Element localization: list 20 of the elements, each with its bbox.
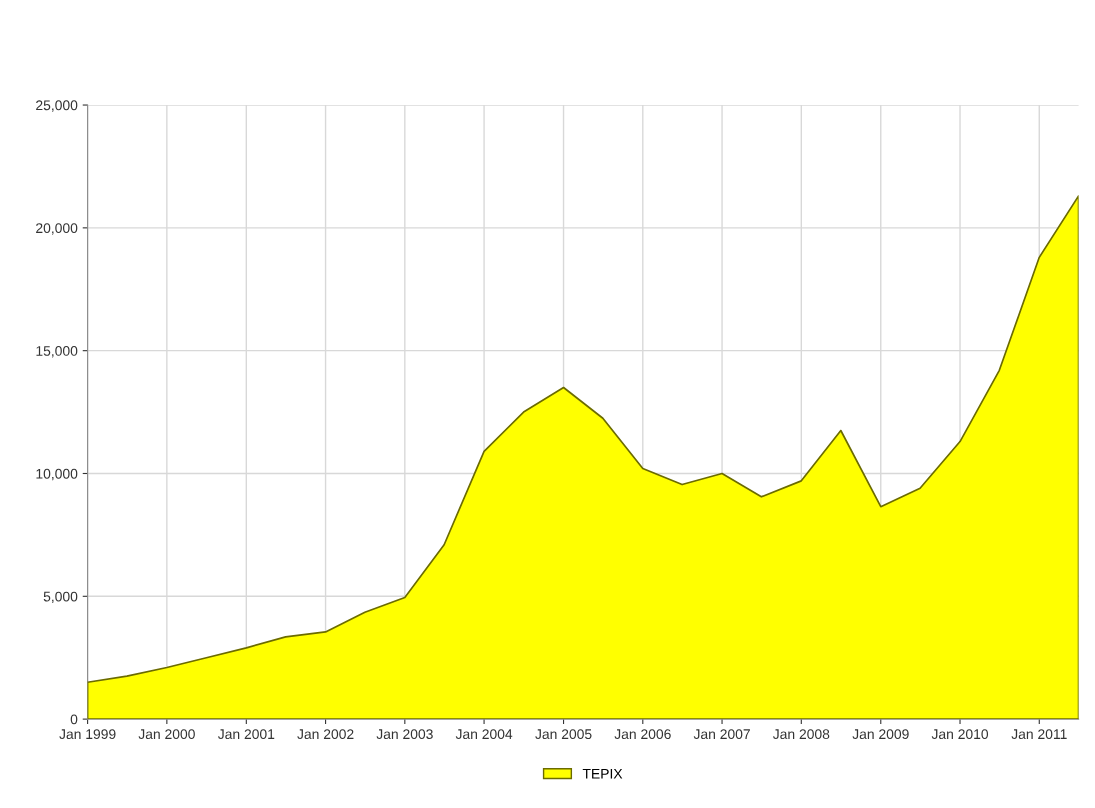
x-tick-label: Jan 2009 <box>852 729 909 740</box>
x-tick-label: Jan 2002 <box>297 729 354 740</box>
x-tick-label: Jan 1999 <box>59 729 116 740</box>
y-tick-label: 15,000 <box>36 346 78 358</box>
x-tick-label: Jan 2007 <box>693 729 750 740</box>
y-tick-label: 10,000 <box>36 468 78 481</box>
x-tick-label: Jan 2004 <box>455 729 513 740</box>
x-tick-label: Jan 2006 <box>614 729 671 740</box>
x-tick-label: Jan 2011 <box>1011 729 1067 740</box>
y-tick-label: 20,000 <box>36 223 78 235</box>
y-tick-label: 5,000 <box>43 591 78 604</box>
y-tick-label: 0 <box>70 714 78 725</box>
x-tick-label: Jan 2010 <box>931 729 989 740</box>
x-tick-label: Jan 2008 <box>772 729 830 740</box>
y-tick-label: 25,000 <box>36 100 78 112</box>
legend-label: TEPIX <box>582 768 623 779</box>
x-tick-label: Jan 2000 <box>138 729 195 740</box>
x-tick-label: Jan 2001 <box>217 729 275 740</box>
x-tick-label: Jan 2005 <box>535 729 592 740</box>
x-tick-label: Jan 2003 <box>376 729 433 740</box>
